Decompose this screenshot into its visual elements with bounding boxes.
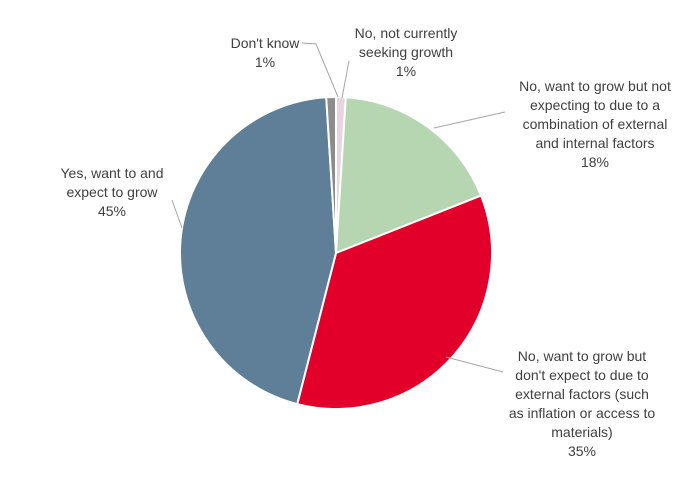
slice-label-line: and internal factors <box>535 135 654 151</box>
slice-label-line: No, want to grow but <box>518 348 647 364</box>
slice-value-label: 1% <box>396 63 416 79</box>
pie-slice-2 <box>334 96 483 255</box>
slice-label-line: Yes, want to and <box>60 165 163 181</box>
slice-value-label: 1% <box>255 54 275 70</box>
pie-slice-4 <box>179 96 338 406</box>
slice-value-label: 45% <box>98 203 126 219</box>
slice-label-line: external factors (such <box>515 386 649 402</box>
slice-label-line: expect to grow <box>66 184 158 200</box>
leader-line-5 <box>301 42 339 98</box>
slice-label-4: Yes, want to and expect to grow 45% <box>60 165 163 219</box>
slice-label-5: Don't know 1% <box>231 35 301 70</box>
pie-slice-5 <box>325 95 337 254</box>
slice-label-line: expecting to due to a <box>530 97 660 113</box>
leader-line-3 <box>445 356 504 373</box>
slice-label-line: as inflation or access to <box>509 405 656 421</box>
slice-label-line: materials) <box>551 424 612 440</box>
leader-line-4 <box>171 199 183 229</box>
slice-label-1: No, not currently seeking growth 1% <box>355 25 458 79</box>
slice-label-line: No, not currently <box>355 25 458 41</box>
slice-label-line: don't expect to due to <box>515 367 649 383</box>
slice-label-line: Don't know <box>231 35 301 51</box>
slice-label-3: No, want to grow but don't expect to due … <box>509 348 656 459</box>
slice-label-line: No, want to grow but not <box>519 78 671 94</box>
slice-value-label: 18% <box>581 154 609 170</box>
pie-slice-3 <box>295 194 493 410</box>
slice-value-label: 35% <box>568 443 596 459</box>
slice-label-2: No, want to grow but not expecting to due… <box>519 78 671 170</box>
slice-label-line: combination of external <box>523 116 668 132</box>
slice-label-line: seeking growth <box>359 44 453 60</box>
leader-line-1 <box>341 60 350 99</box>
leader-line-2 <box>433 111 506 129</box>
